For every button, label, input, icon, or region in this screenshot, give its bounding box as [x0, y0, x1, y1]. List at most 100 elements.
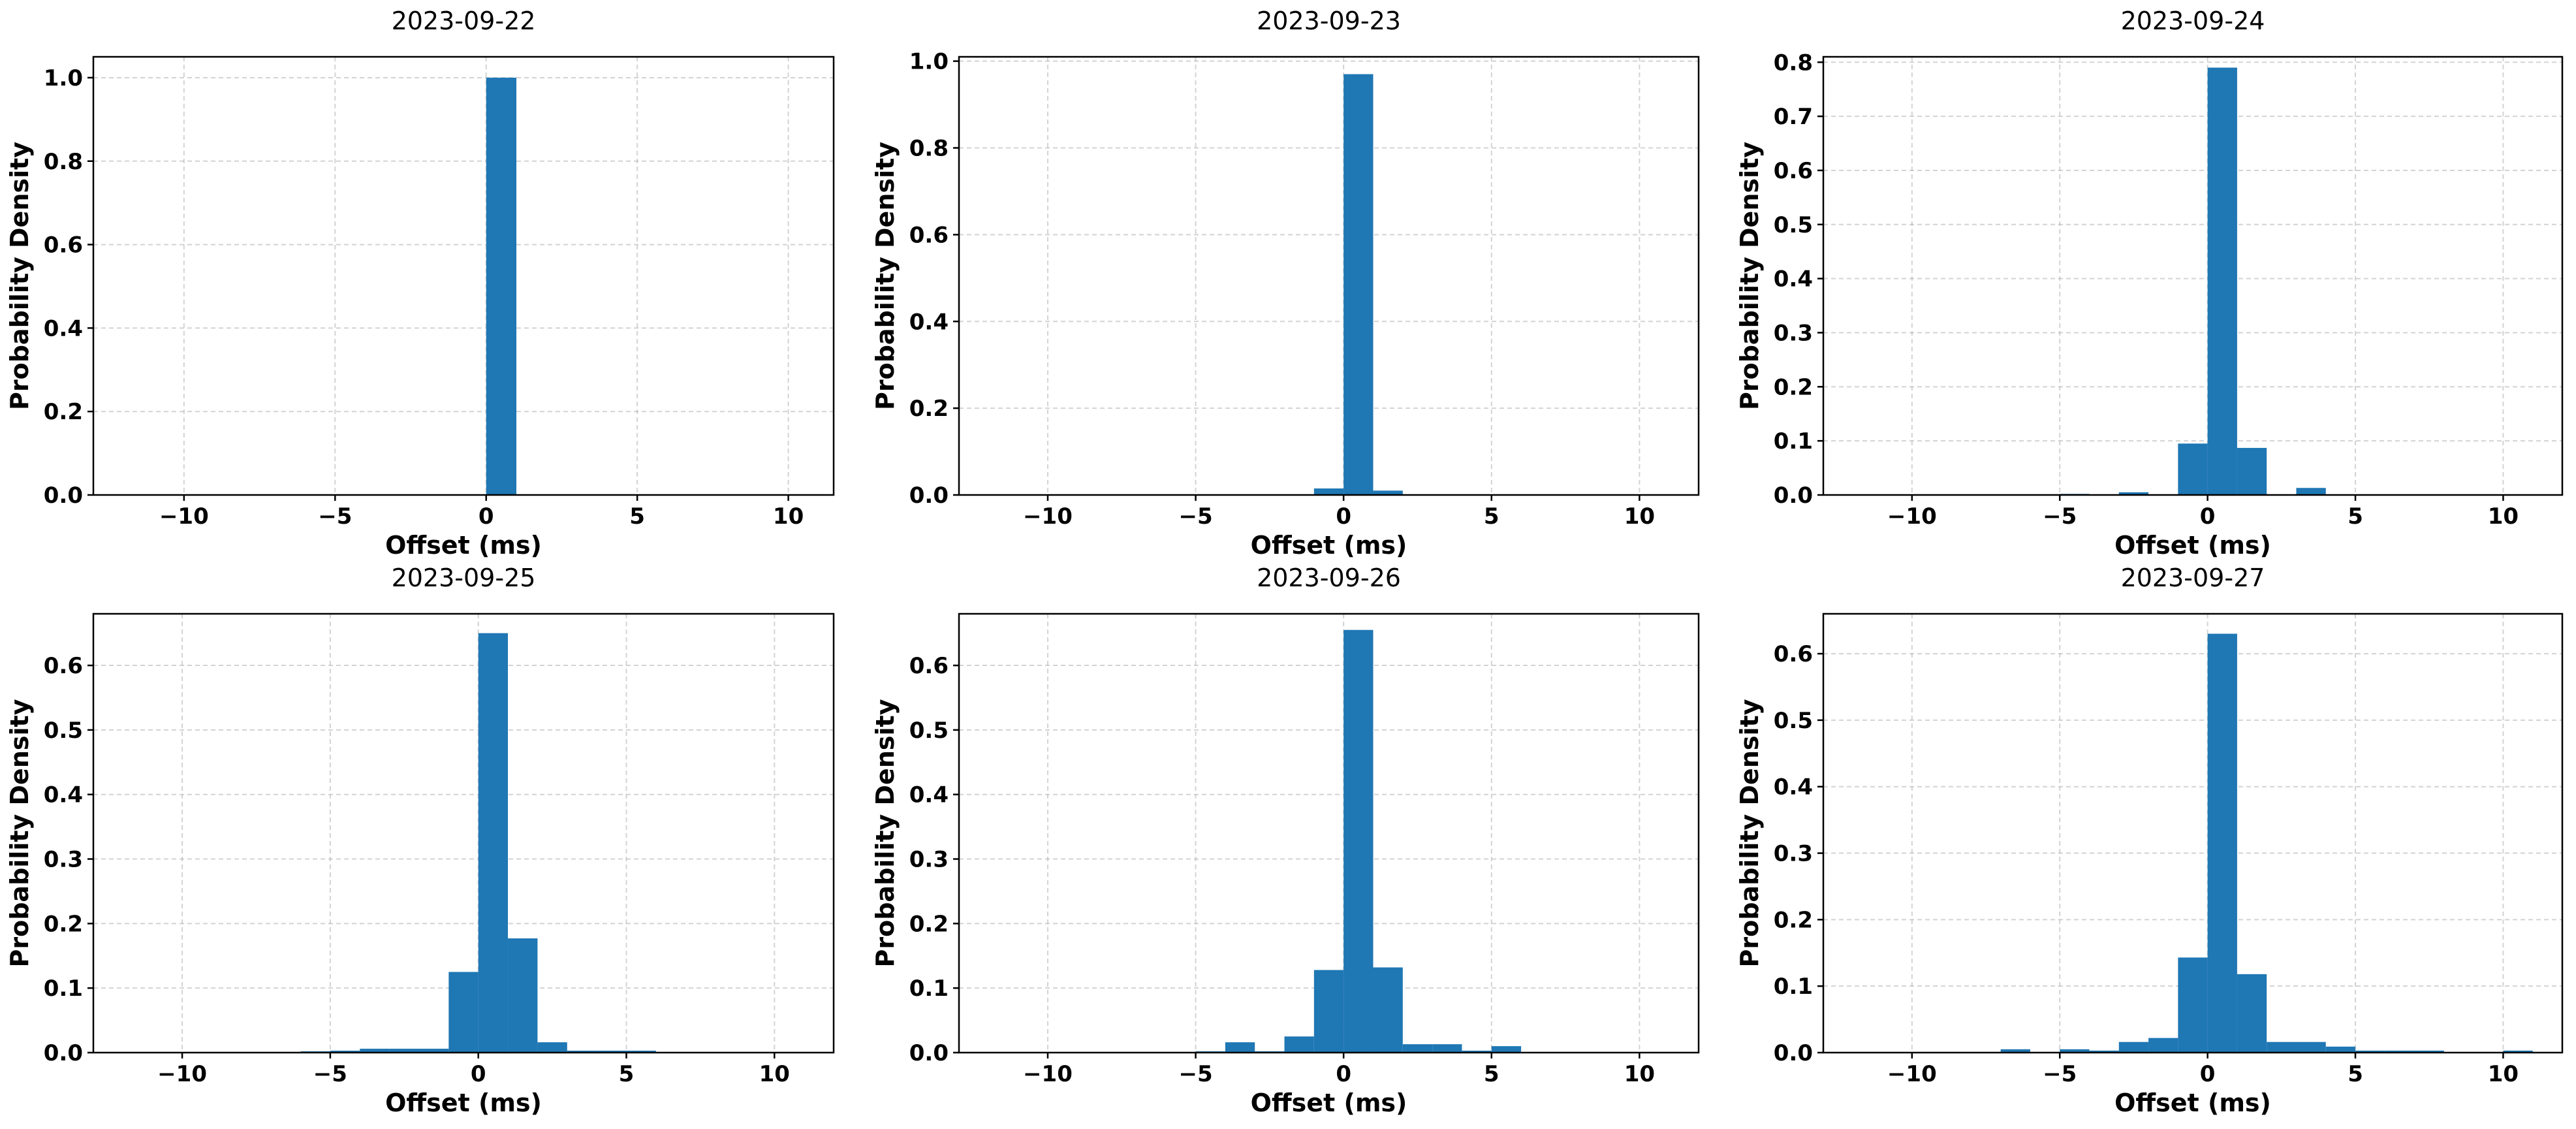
y-tick-label: 0.4 — [1774, 774, 1813, 801]
x-tick-label: −10 — [157, 1061, 207, 1087]
x-tick-label: −10 — [159, 503, 209, 530]
histogram-bar — [2148, 1038, 2178, 1053]
x-axis-label: Offset (ms) — [2114, 531, 2271, 560]
histogram-bar — [2296, 1042, 2326, 1053]
y-axis-label: Probability Density — [5, 142, 34, 410]
y-tick-label: 0.1 — [1774, 974, 1813, 1000]
histogram-bar — [478, 633, 509, 1053]
chart-panel-6: −10 −5 0 5 10 0.0 0.1 0.2 0.3 0.4 0.5 0.6 2023-09-27… — [1735, 564, 2564, 1117]
chart-panel-4: −10 −5 0 5 10 0.0 0.1 0.2 0.3 0.4 0.5 0.6 2023-09-25… — [5, 564, 835, 1117]
x-tick-label: 0 — [479, 503, 494, 530]
x-tick-label: −10 — [1887, 1061, 1937, 1087]
histogram-bar — [567, 1051, 597, 1053]
y-tick-label: 0.6 — [1774, 158, 1813, 184]
y-tick-label: 0.2 — [909, 911, 949, 937]
histogram-bar — [1373, 967, 1403, 1053]
histogram-bar — [2118, 492, 2149, 495]
panel-title: 2023-09-26 — [1257, 564, 1401, 592]
x-tick-label: −10 — [1887, 503, 1937, 530]
histogram-bar — [1225, 1042, 1255, 1053]
histogram-bar — [2089, 1050, 2119, 1053]
histogram-bar — [2385, 1050, 2415, 1053]
y-tick-label: 0.4 — [909, 782, 949, 808]
y-tick-label: 0.2 — [44, 911, 83, 937]
axes-frame — [958, 56, 1700, 496]
histogram-bar — [626, 1051, 656, 1053]
x-tick-label: 0 — [1336, 503, 1351, 530]
histogram-bar — [2178, 957, 2208, 1053]
histogram-bar — [1313, 970, 1344, 1053]
y-tick-label: 0.5 — [1774, 212, 1813, 238]
y-tick-label: 0.0 — [909, 483, 949, 509]
y-tick-label: 0.5 — [44, 718, 83, 744]
histogram-bar — [360, 1049, 390, 1053]
histogram-bar — [1432, 1044, 1462, 1053]
x-tick-label: 5 — [1484, 1061, 1500, 1087]
x-tick-label: 0 — [2200, 503, 2216, 530]
y-axis-label: Probability Density — [1735, 142, 1764, 410]
histogram-bar — [1313, 488, 1344, 495]
x-tick-label: −5 — [1178, 503, 1212, 530]
histogram-bar — [2414, 1050, 2444, 1053]
y-tick-label: 0.8 — [909, 136, 949, 162]
y-tick-label: 0.4 — [1774, 266, 1813, 293]
y-tick-label: 0.5 — [909, 718, 949, 744]
chart-panel-2: −10 −5 0 5 10 0.0 0.2 0.4 0.6 0.8 1.0 2023-09-23 Off… — [871, 7, 1700, 560]
axes-frame — [92, 56, 835, 496]
chart-panel-3: −10 −5 0 5 10 0.0 0.1 0.2 0.3 0.4 0.5 0.6 0.7 0.8 2023… — [1735, 7, 2564, 560]
x-tick-label: −5 — [2043, 503, 2077, 530]
panel-title: 2023-09-22 — [392, 7, 536, 35]
y-tick-label: 0.5 — [1774, 708, 1813, 734]
y-tick-label: 1.0 — [44, 65, 83, 91]
histogram-bar — [2000, 1049, 2030, 1053]
y-tick-label: 0.8 — [1774, 50, 1813, 76]
histogram-bar — [2237, 447, 2267, 495]
x-tick-label: −5 — [318, 503, 352, 530]
y-tick-label: 0.4 — [44, 315, 83, 342]
y-tick-label: 0.6 — [44, 232, 83, 259]
y-axis-label: Probability Density — [871, 699, 900, 967]
x-tick-label: 0 — [471, 1061, 486, 1087]
x-tick-label: 5 — [2348, 503, 2363, 530]
axes-frame — [1822, 56, 2564, 496]
y-tick-label: 0.2 — [44, 399, 83, 425]
y-tick-label: 0.6 — [44, 653, 83, 679]
y-tick-label: 0.4 — [909, 309, 949, 335]
panel-title: 2023-09-27 — [2121, 564, 2265, 592]
y-tick-label: 0.3 — [909, 847, 949, 873]
y-tick-label: 0.6 — [1774, 641, 1813, 667]
histogram-bar — [2118, 1042, 2149, 1053]
histogram-bar — [2178, 443, 2208, 495]
x-tick-label: 0 — [2200, 1061, 2216, 1087]
histogram-bar — [448, 972, 479, 1053]
chart-panel-5: −10 −5 0 5 10 0.0 0.1 0.2 0.3 0.4 0.5 0.6 2023-09-26… — [871, 564, 1700, 1117]
x-tick-label: 0 — [1336, 1061, 1351, 1087]
axes-frame — [1822, 612, 2564, 1054]
y-tick-label: 0.6 — [909, 222, 949, 248]
x-axis-label: Offset (ms) — [2114, 1089, 2271, 1117]
x-tick-label: −10 — [1023, 1061, 1073, 1087]
histogram-bar — [418, 1049, 449, 1053]
y-tick-label: 0.3 — [1774, 841, 1813, 867]
histogram-bar — [1343, 74, 1374, 495]
histogram-bar — [330, 1051, 360, 1053]
panel-title: 2023-09-23 — [1257, 7, 1401, 35]
y-tick-label: 0.7 — [1774, 104, 1813, 130]
y-tick-label: 0.2 — [1774, 374, 1813, 400]
x-tick-label: 10 — [2488, 503, 2519, 530]
y-tick-label: 0.0 — [1774, 483, 1813, 509]
y-axis-label: Probability Density — [5, 699, 34, 967]
x-tick-label: 10 — [1624, 1061, 1655, 1087]
histogram-bar — [2207, 633, 2237, 1053]
y-tick-label: 0.3 — [44, 847, 83, 873]
y-tick-label: 0.8 — [44, 149, 83, 175]
y-tick-label: 0.1 — [44, 976, 83, 1002]
y-axis-label: Probability Density — [871, 142, 900, 410]
x-axis-label: Offset (ms) — [1251, 1089, 1407, 1117]
x-axis-label: Offset (ms) — [385, 1089, 542, 1117]
y-tick-label: 0.0 — [44, 483, 83, 509]
x-tick-label: 10 — [759, 1061, 790, 1087]
y-tick-label: 0.0 — [909, 1040, 949, 1066]
y-tick-label: 0.0 — [1774, 1040, 1813, 1066]
